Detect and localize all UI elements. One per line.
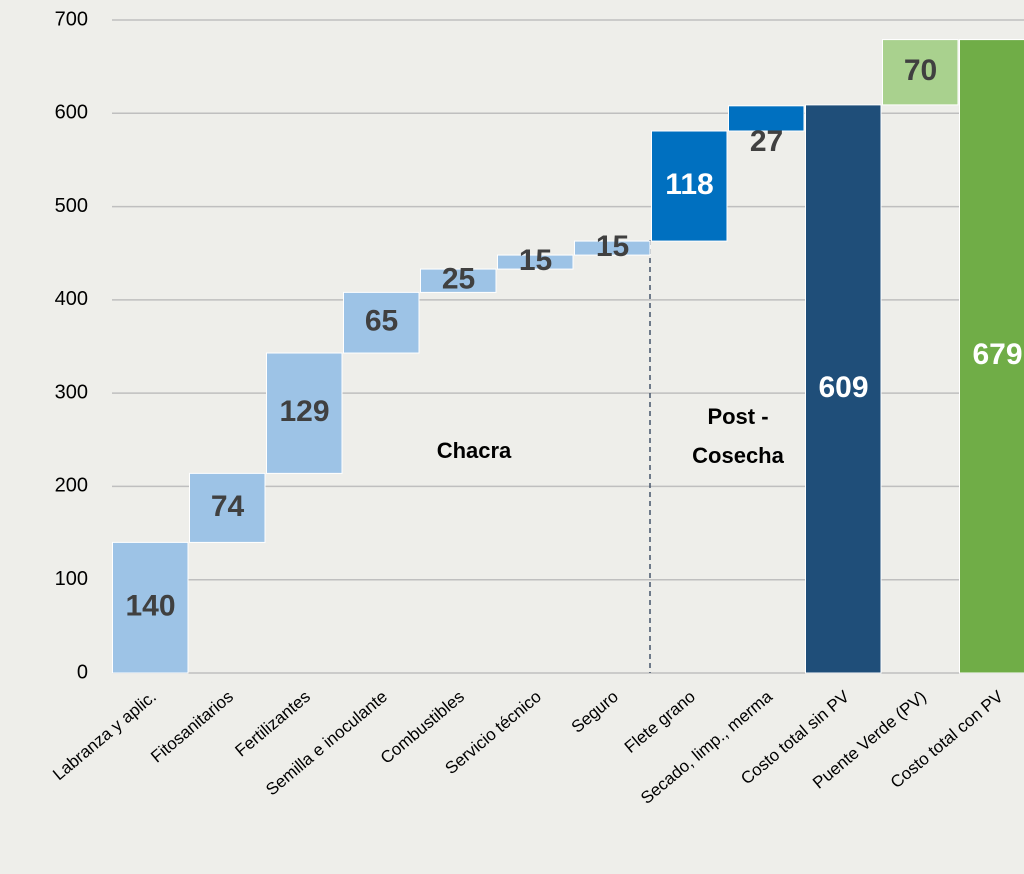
value-label: 74 bbox=[211, 490, 245, 523]
bar bbox=[959, 39, 1024, 674]
bar bbox=[497, 254, 574, 270]
value-label: 15 bbox=[596, 230, 629, 263]
x-tick-label: Flete grano bbox=[621, 687, 699, 757]
y-tick-label: 600 bbox=[55, 102, 88, 124]
value-label: 140 bbox=[125, 590, 175, 623]
value-label: 15 bbox=[519, 244, 552, 277]
y-tick-label: 300 bbox=[55, 381, 88, 403]
annotation: Cosecha bbox=[692, 443, 784, 468]
x-tick-label: Labranza y aplic. bbox=[49, 687, 160, 784]
bar bbox=[420, 268, 497, 293]
y-tick-label: 0 bbox=[77, 661, 88, 683]
bar bbox=[728, 105, 805, 132]
y-tick-label: 200 bbox=[55, 475, 88, 497]
x-tick-label: Seguro bbox=[568, 687, 622, 737]
bar bbox=[574, 240, 651, 256]
y-tick-label: 100 bbox=[55, 568, 88, 590]
annotation: Chacra bbox=[437, 438, 512, 463]
value-label: 27 bbox=[750, 125, 783, 158]
value-label: 679 bbox=[972, 338, 1022, 371]
value-label: 609 bbox=[818, 371, 868, 404]
value-label: 25 bbox=[442, 263, 475, 296]
bar bbox=[805, 104, 882, 674]
x-tick-label: Secado, limp., merma bbox=[637, 687, 776, 808]
bar bbox=[882, 39, 959, 106]
bar bbox=[651, 130, 728, 242]
bar bbox=[189, 472, 266, 543]
value-label: 129 bbox=[279, 395, 329, 428]
bar bbox=[266, 352, 343, 474]
x-tick-label: Fertilizantes bbox=[232, 687, 314, 760]
value-label: 65 bbox=[365, 305, 398, 338]
y-tick-label: 700 bbox=[55, 8, 88, 30]
bar bbox=[112, 541, 189, 674]
annotation: Post - bbox=[707, 404, 768, 429]
x-tick-label: Fitosanitarios bbox=[147, 687, 237, 767]
y-tick-label: 400 bbox=[55, 288, 88, 310]
bar bbox=[343, 291, 420, 354]
value-label: 70 bbox=[904, 54, 937, 87]
y-tick-label: 500 bbox=[55, 195, 88, 217]
value-label: 118 bbox=[665, 168, 713, 201]
